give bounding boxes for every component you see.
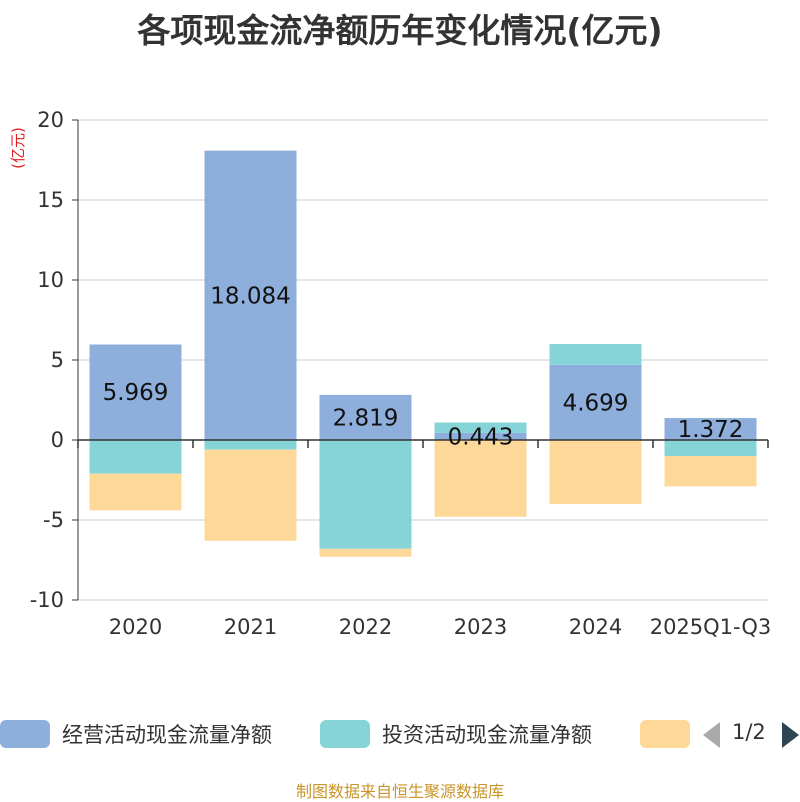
chart-plot: (亿元) 20 15 10 5 0 -5 -10 2020 2021 2022 2023 2024 20… [9, 108, 772, 639]
y-tick-label-0: 20 [37, 108, 64, 132]
bar-s0-2024[interactable] [549, 364, 642, 440]
y-tick-label-4: 0 [51, 428, 64, 452]
x-tick-label-5: 2025Q1-Q3 [650, 615, 772, 639]
bar-s2-2020[interactable] [89, 473, 182, 511]
bar-s0-2020[interactable] [89, 344, 182, 440]
legend-next-icon[interactable] [782, 722, 799, 748]
x-tick-label-2: 2022 [339, 615, 392, 639]
bar-s1-2021[interactable] [204, 440, 297, 450]
y-tick-label-2: 10 [37, 268, 64, 292]
legend-label-operating: 经营活动现金流量净额 [62, 723, 272, 747]
bar-s2-2024[interactable] [549, 440, 642, 504]
bar-s2-2023[interactable] [434, 440, 527, 517]
legend: 经营活动现金流量净额 投资活动现金流量净额 1/2 [0, 716, 800, 756]
legend-item-operating[interactable]: 经营活动现金流量净额 [0, 716, 272, 752]
bar-s1-2022[interactable] [319, 440, 412, 549]
source-note: 制图数据来自恒生聚源数据库 [295, 782, 504, 801]
bar-s1-2025Q1-Q3[interactable] [664, 440, 757, 456]
x-tick-label-1: 2021 [224, 615, 277, 639]
legend-prev-icon[interactable] [703, 722, 720, 748]
x-tick-label-4: 2024 [569, 615, 622, 639]
legend-page-indicator: 1/2 [732, 720, 766, 744]
bar-s0-2023[interactable] [434, 432, 527, 440]
bar-s2-2025Q1-Q3[interactable] [664, 456, 757, 487]
y-tick-label-3: 5 [51, 348, 64, 372]
legend-label-investing: 投资活动现金流量净额 [382, 723, 592, 747]
bar-s0-2021[interactable] [204, 150, 297, 440]
data-label-2020: 5.969 [103, 380, 169, 406]
legend-item-investing[interactable]: 投资活动现金流量净额 [320, 716, 592, 752]
legend-item-financing[interactable] [640, 716, 690, 752]
bar-s1-2023[interactable] [434, 422, 527, 433]
legend-swatch-operating [0, 720, 50, 748]
bar-s2-2021[interactable] [204, 449, 297, 541]
data-label-2021: 18.084 [210, 283, 290, 309]
bar-s2-2022[interactable] [319, 548, 412, 557]
data-label-2024: 4.699 [563, 390, 629, 416]
legend-swatch-financing [640, 720, 690, 748]
y-tick-label-1: 15 [37, 188, 64, 212]
legend-swatch-investing [320, 720, 370, 748]
bar-s0-2025Q1-Q3[interactable] [664, 418, 757, 440]
bar-s0-2022[interactable] [319, 394, 412, 440]
x-tick-label-0: 2020 [109, 615, 162, 639]
y-tick-label-6: -10 [30, 588, 64, 612]
y-axis-label: (亿元) [9, 127, 27, 169]
data-label-2023: 0.443 [448, 424, 514, 450]
x-tick-label-3: 2023 [454, 615, 507, 639]
y-tick-label-5: -5 [43, 508, 64, 532]
data-label-2022: 2.819 [333, 405, 399, 431]
data-label-2025Q1-Q3: 1.372 [678, 417, 744, 443]
bar-s1-2024[interactable] [549, 344, 642, 365]
bar-s1-2020[interactable] [89, 440, 182, 474]
chart-title: 各项现金流净额历年变化情况(亿元) [137, 11, 663, 50]
